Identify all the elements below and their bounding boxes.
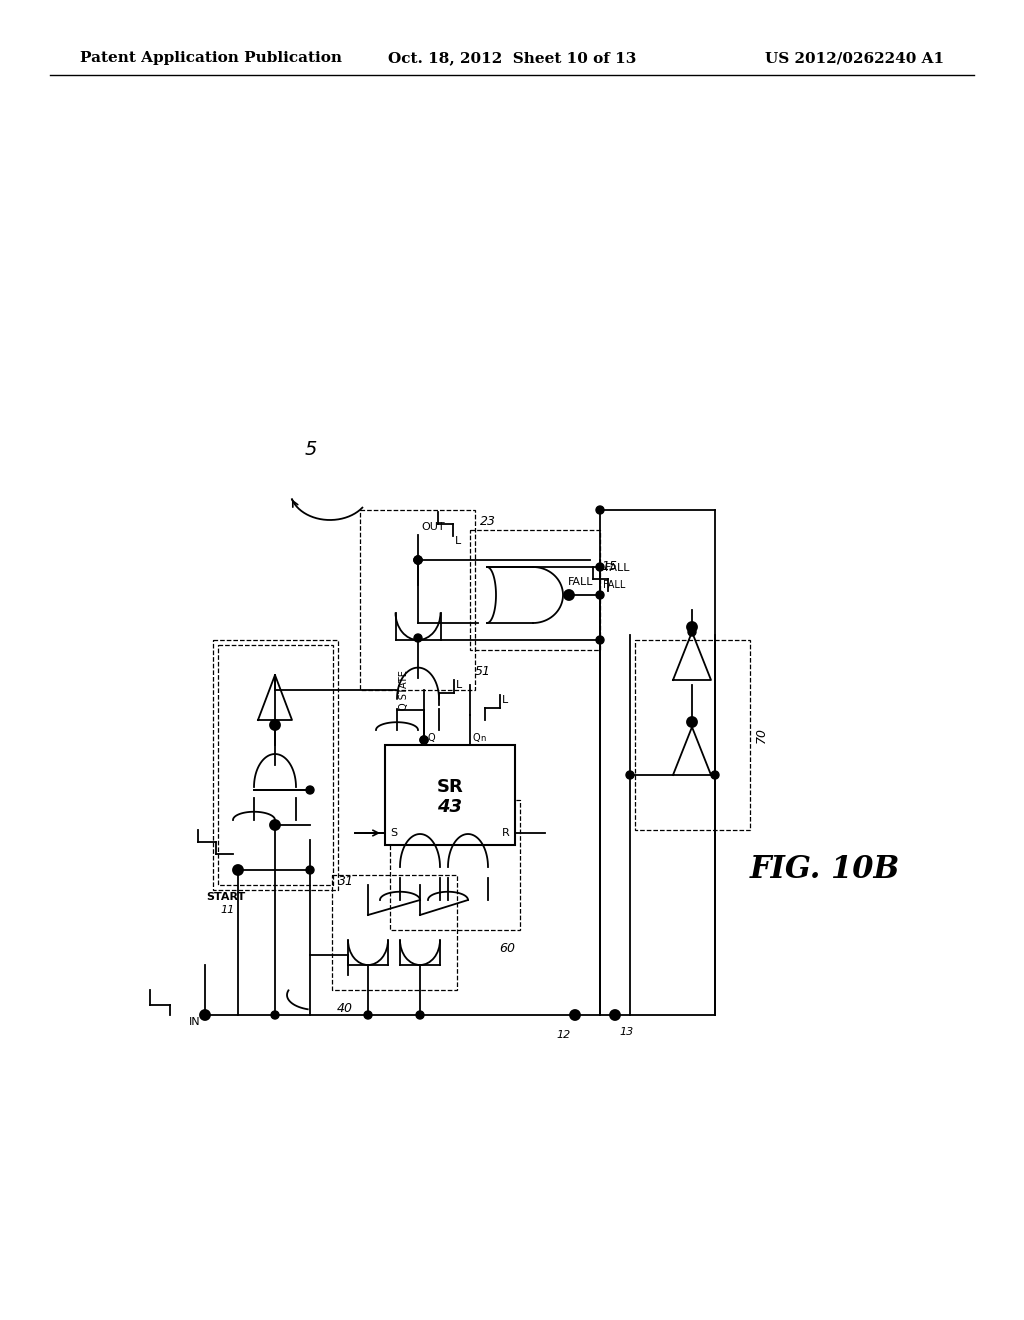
Text: 51: 51: [475, 665, 490, 678]
Text: L: L: [502, 696, 508, 705]
Circle shape: [270, 719, 280, 730]
Text: FIG. 10B: FIG. 10B: [750, 854, 900, 886]
Text: 40: 40: [337, 1002, 353, 1015]
Circle shape: [364, 1011, 372, 1019]
Text: Q STATE: Q STATE: [399, 671, 409, 710]
Text: 31: 31: [338, 875, 354, 888]
Circle shape: [306, 785, 314, 795]
Text: FALL: FALL: [603, 579, 626, 590]
Bar: [635, 640, 750, 830]
Circle shape: [596, 506, 604, 513]
Circle shape: [233, 865, 243, 875]
Circle shape: [596, 636, 604, 644]
Circle shape: [687, 717, 697, 727]
Circle shape: [414, 556, 422, 564]
Text: L: L: [456, 680, 462, 690]
Circle shape: [270, 820, 280, 830]
Bar: [213, 640, 338, 890]
Text: 13: 13: [618, 1027, 633, 1038]
Text: 12: 12: [557, 1030, 571, 1040]
Text: OUT: OUT: [421, 521, 444, 532]
Text: 11: 11: [220, 906, 234, 915]
Circle shape: [420, 737, 428, 744]
Text: Patent Application Publication: Patent Application Publication: [80, 51, 342, 65]
Text: US 2012/0262240 A1: US 2012/0262240 A1: [765, 51, 944, 65]
Bar: [332, 875, 457, 990]
Text: Q: Q: [472, 733, 480, 743]
Text: n: n: [480, 734, 485, 743]
Circle shape: [711, 771, 719, 779]
Text: FALL: FALL: [568, 577, 594, 587]
Circle shape: [234, 866, 242, 874]
Bar: [470, 531, 600, 649]
Circle shape: [200, 1010, 210, 1020]
Circle shape: [420, 737, 428, 744]
Text: R: R: [502, 828, 510, 838]
Bar: [385, 744, 515, 845]
Circle shape: [564, 590, 574, 601]
Bar: [360, 510, 475, 690]
Circle shape: [416, 1011, 424, 1019]
Bar: [390, 800, 520, 931]
Circle shape: [596, 591, 604, 599]
Circle shape: [414, 556, 422, 564]
Circle shape: [414, 634, 422, 642]
Circle shape: [610, 1010, 620, 1020]
Circle shape: [688, 628, 696, 636]
Bar: [218, 645, 333, 884]
Circle shape: [626, 771, 634, 779]
Circle shape: [271, 821, 279, 829]
Text: FALL: FALL: [605, 564, 631, 573]
Text: 5: 5: [305, 440, 317, 459]
Text: SR: SR: [436, 777, 464, 796]
Circle shape: [596, 564, 604, 572]
Circle shape: [687, 622, 697, 632]
Text: 43: 43: [437, 799, 463, 816]
Text: Oct. 18, 2012  Sheet 10 of 13: Oct. 18, 2012 Sheet 10 of 13: [388, 51, 636, 65]
Text: Q: Q: [427, 733, 434, 743]
Text: IN: IN: [188, 1016, 200, 1027]
Text: S: S: [390, 828, 397, 838]
Circle shape: [570, 1010, 580, 1020]
Circle shape: [414, 556, 422, 564]
Text: 15: 15: [601, 560, 617, 573]
Text: START: START: [206, 892, 246, 902]
Text: 70: 70: [755, 727, 768, 743]
Circle shape: [306, 866, 314, 874]
Text: L: L: [455, 536, 461, 546]
Text: 60: 60: [499, 942, 515, 954]
Text: 23: 23: [480, 515, 496, 528]
Circle shape: [271, 1011, 279, 1019]
